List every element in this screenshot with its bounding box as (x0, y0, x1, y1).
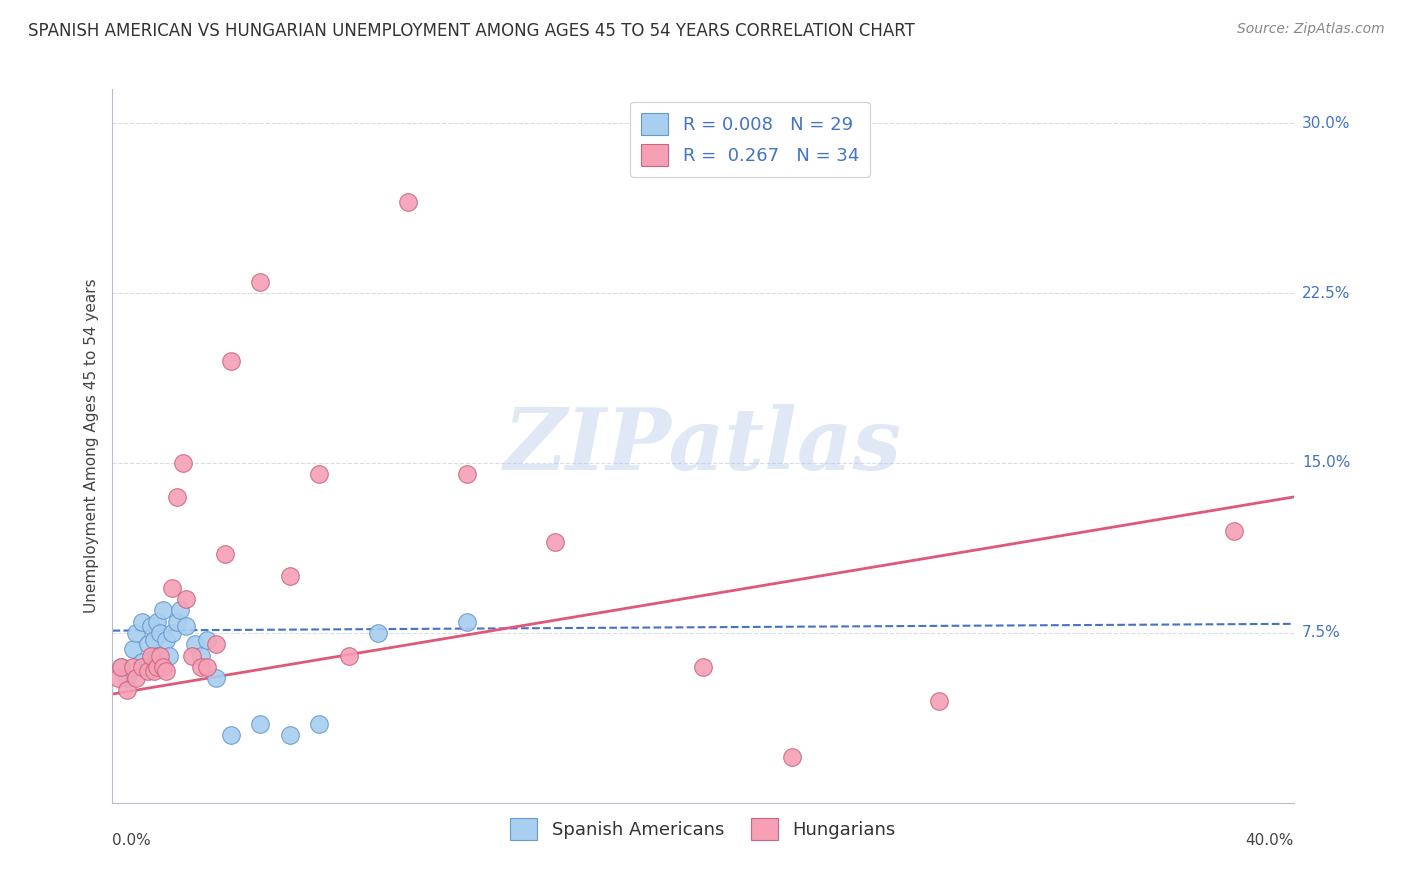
Point (122, 641, 145, 656)
Point (308, 716, 330, 731)
Point (149, 626, 172, 640)
Text: SPANISH AMERICAN VS HUNGARIAN UNEMPLOYMENT AMONG AGES 45 TO 54 YEARS CORRELATION: SPANISH AMERICAN VS HUNGARIAN UNEMPLOYME… (28, 22, 915, 40)
Point (174, 619, 197, 633)
Point (278, 569, 301, 583)
Point (205, 671, 228, 685)
Point (308, 467, 330, 482)
Legend: Spanish Americans, Hungarians: Spanish Americans, Hungarians (503, 811, 903, 847)
Point (160, 626, 183, 640)
Point (396, 195, 419, 210)
Point (155, 632, 177, 647)
Point (692, 660, 714, 674)
Point (367, 626, 389, 640)
Point (117, 682, 138, 697)
Point (139, 619, 162, 633)
Text: Source: ZipAtlas.com: Source: ZipAtlas.com (1237, 22, 1385, 37)
Point (249, 275, 271, 289)
Y-axis label: Unemployment Among Ages 45 to 54 years: Unemployment Among Ages 45 to 54 years (83, 278, 98, 614)
Point (149, 648, 172, 663)
Point (125, 671, 148, 685)
Point (190, 648, 212, 663)
Point (928, 694, 950, 708)
Point (190, 660, 212, 674)
Text: 40.0%: 40.0% (1246, 833, 1294, 848)
Point (174, 591, 197, 606)
Point (160, 581, 183, 595)
Point (456, 615, 478, 629)
Point (166, 490, 188, 504)
Point (172, 456, 194, 470)
Point (136, 637, 159, 651)
Point (110, 660, 132, 674)
Point (142, 632, 165, 647)
Point (122, 660, 145, 674)
Point (219, 354, 242, 368)
Point (107, 671, 129, 685)
Point (125, 626, 148, 640)
Text: 15.0%: 15.0% (1302, 456, 1350, 470)
Point (131, 656, 153, 670)
Point (780, 750, 803, 764)
Point (1223, 524, 1246, 538)
Point (146, 648, 169, 663)
Point (152, 660, 174, 674)
Point (249, 716, 271, 731)
Point (184, 637, 207, 651)
Point (181, 648, 204, 663)
Point (142, 665, 165, 679)
Point (278, 728, 301, 742)
Point (195, 660, 218, 674)
Point (131, 615, 153, 629)
Point (155, 665, 177, 679)
Point (157, 648, 180, 663)
Point (117, 671, 138, 685)
Text: 30.0%: 30.0% (1302, 116, 1350, 131)
Text: 7.5%: 7.5% (1302, 625, 1340, 640)
Point (169, 603, 191, 617)
Point (131, 660, 153, 674)
Point (219, 728, 242, 742)
Point (152, 603, 174, 617)
Point (139, 648, 162, 663)
Point (146, 660, 169, 674)
Text: 0.0%: 0.0% (112, 833, 152, 848)
Text: ZIPatlas: ZIPatlas (503, 404, 903, 488)
Point (205, 637, 228, 651)
Point (146, 615, 169, 629)
Point (214, 547, 236, 561)
Text: 22.5%: 22.5% (1302, 285, 1350, 301)
Point (136, 665, 159, 679)
Point (166, 615, 188, 629)
Point (456, 467, 478, 482)
Point (544, 535, 567, 549)
Point (195, 632, 218, 647)
Point (110, 660, 132, 674)
Point (337, 648, 360, 663)
